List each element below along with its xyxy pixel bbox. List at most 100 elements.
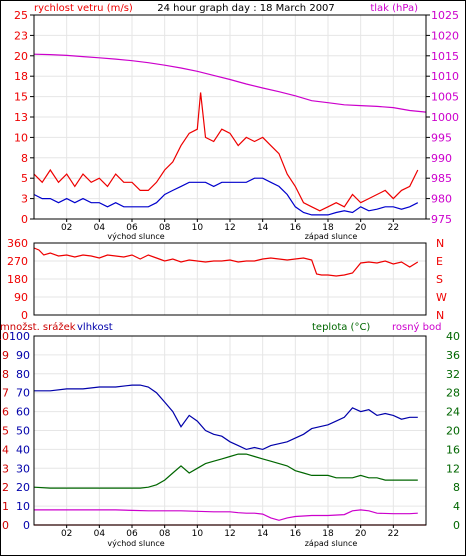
pressure-tick-label: 980 bbox=[431, 193, 452, 206]
pressure-tick-label: 1020 bbox=[431, 29, 459, 42]
pressure-tick-label: 1010 bbox=[431, 70, 459, 83]
precipitation-tick-label: 0 bbox=[2, 519, 9, 532]
pressure-tick-label: 990 bbox=[431, 152, 452, 165]
hour-tick-label: 18 bbox=[322, 529, 334, 539]
temperature-tick-label: 20 bbox=[446, 425, 460, 438]
wind-speed-tick-label: 5 bbox=[21, 172, 28, 185]
wind-pressure-grid bbox=[34, 15, 426, 219]
wind-hour-ticks: 02 04 06 08 10 12 14 16 18 20 22 bbox=[61, 219, 399, 233]
humidity-tick-label: 40 bbox=[16, 443, 30, 456]
wind-direction-grid bbox=[34, 243, 426, 315]
wind-speed-tick-label: 10 bbox=[14, 131, 28, 144]
hour-tick-label: 22 bbox=[388, 529, 399, 539]
temperature-tick-label: 16 bbox=[446, 443, 460, 456]
precipitation-tick-label: 3 bbox=[2, 462, 9, 475]
hour-tick-label: 22 bbox=[388, 223, 399, 233]
wind-speed-line bbox=[33, 92, 419, 212]
humidity-tick-label: 20 bbox=[16, 481, 30, 494]
hour-tick-label: 08 bbox=[159, 223, 171, 233]
wind-speed-tick-label: 18 bbox=[14, 70, 28, 83]
hour-tick-label: 14 bbox=[257, 223, 269, 233]
hour-tick-label: 14 bbox=[257, 529, 269, 539]
wind-direction-compass-label: N bbox=[436, 309, 444, 322]
precipitation-axis-label: množst. srážek bbox=[0, 321, 76, 333]
humidity-tick-label: 0 bbox=[23, 519, 30, 532]
pressure-ticks: 975 980 985 990 995 1000 1005 1010 1015 1020 1025 bbox=[426, 9, 459, 226]
precipitation-tick-label: 10 bbox=[0, 330, 9, 343]
wind-speed-axis-label: rychlost vetru (m/s) bbox=[34, 3, 133, 14]
wind-speed-tick-label: 23 bbox=[14, 29, 28, 42]
pressure-tick-label: 1005 bbox=[431, 91, 459, 104]
wind-speed-tick-label: 15 bbox=[14, 91, 28, 104]
hour-tick-label: 06 bbox=[126, 223, 138, 233]
pressure-tick-label: 1000 bbox=[431, 111, 459, 124]
hour-tick-label: 18 bbox=[322, 223, 334, 233]
temperature-tick-label: 40 bbox=[446, 330, 460, 343]
temperature-tick-label: 32 bbox=[446, 368, 460, 381]
temperature-tick-label: 0 bbox=[453, 519, 460, 532]
hour-tick-label: 16 bbox=[290, 223, 302, 233]
wind-speed-tick-label: 13 bbox=[14, 111, 28, 124]
wind-direction-line bbox=[33, 247, 419, 277]
wind-direction-compass-label: E bbox=[436, 255, 443, 268]
hour-tick-label: 20 bbox=[355, 223, 367, 233]
wind-speed-tick-label: 3 bbox=[21, 193, 28, 206]
humidity-tick-label: 60 bbox=[16, 406, 30, 419]
precipitation-tick-label: 7 bbox=[2, 387, 9, 400]
wind-speed-tick-label: 20 bbox=[14, 50, 28, 63]
humidity-tick-label: 30 bbox=[16, 462, 30, 475]
precipitation-tick-label: 5 bbox=[2, 425, 9, 438]
temperature-tick-label: 4 bbox=[453, 500, 460, 513]
humidity-temperature-grid bbox=[34, 336, 426, 525]
wind-direction-degree-label: 180 bbox=[7, 273, 28, 286]
hour-tick-label: 04 bbox=[94, 529, 106, 539]
chart-title: 24 hour graph day : 18 March 2007 bbox=[157, 3, 335, 14]
temperature-ticks: 0 4 8 12 16 20 24 28 32 36 40 bbox=[446, 330, 460, 532]
hour-tick-label: 02 bbox=[61, 529, 72, 539]
wind-direction-degree-label: 360 bbox=[7, 237, 28, 250]
wind-direction-series bbox=[33, 247, 419, 277]
wind-direction-frame bbox=[33, 242, 427, 316]
pressure-axis-label: tlak (hPa) bbox=[370, 3, 418, 14]
hour-tick-label: 20 bbox=[355, 529, 367, 539]
wind-speed-line bbox=[33, 177, 419, 216]
hour-tick-label: 16 bbox=[290, 529, 302, 539]
temperature-line bbox=[33, 453, 418, 489]
temperature-tick-label: 36 bbox=[446, 349, 460, 362]
temperature-tick-label: 8 bbox=[453, 481, 460, 494]
temperature-tick-label: 28 bbox=[446, 387, 460, 400]
wind-pressure-series bbox=[33, 53, 427, 216]
precipitation-tick-label: 2 bbox=[2, 481, 9, 494]
dew-point-line bbox=[34, 509, 418, 521]
precipitation-tick-label: 4 bbox=[2, 443, 9, 456]
humidity-hour-ticks: 02 04 06 08 10 12 14 16 18 20 22 bbox=[61, 525, 399, 539]
dew-point-axis-label: rosný bod bbox=[392, 321, 441, 333]
hour-tick-label: 02 bbox=[61, 223, 72, 233]
hour-tick-label: 06 bbox=[126, 529, 138, 539]
humidity-tick-label: 70 bbox=[16, 387, 30, 400]
precipitation-tick-label: 1 bbox=[2, 500, 9, 513]
sunset-label: západ slunce bbox=[305, 232, 358, 241]
sunset-label-bottom: západ slunce bbox=[305, 539, 358, 548]
humidity-tick-label: 10 bbox=[16, 500, 30, 513]
wind-speed-tick-label: 8 bbox=[21, 152, 28, 165]
wind-direction-degree-ticks: 0 90 180 270 360 bbox=[7, 237, 28, 322]
hour-tick-label: 08 bbox=[159, 529, 171, 539]
wind-pressure-panel: rychlost vetru (m/s) 24 hour graph day :… bbox=[14, 3, 459, 241]
precipitation-tick-label: 6 bbox=[2, 406, 9, 419]
wind-direction-compass-label: W bbox=[436, 291, 447, 304]
wind-direction-compass-label: N bbox=[436, 237, 444, 250]
sunrise-label: východ slunce bbox=[107, 232, 164, 241]
precipitation-tick-label: 9 bbox=[2, 349, 9, 362]
wind-direction-degree-label: 0 bbox=[21, 309, 28, 322]
humidity-tick-label: 100 bbox=[9, 330, 30, 343]
wind-speed-tick-label: 25 bbox=[14, 9, 28, 22]
humidity-temperature-panel: množst. srážek vlhkost teplota (°C) rosn… bbox=[0, 321, 460, 548]
humidity-line bbox=[34, 384, 418, 451]
temperature-tick-label: 24 bbox=[446, 406, 460, 419]
temperature-axis-label: teplota (°C) bbox=[312, 322, 370, 333]
